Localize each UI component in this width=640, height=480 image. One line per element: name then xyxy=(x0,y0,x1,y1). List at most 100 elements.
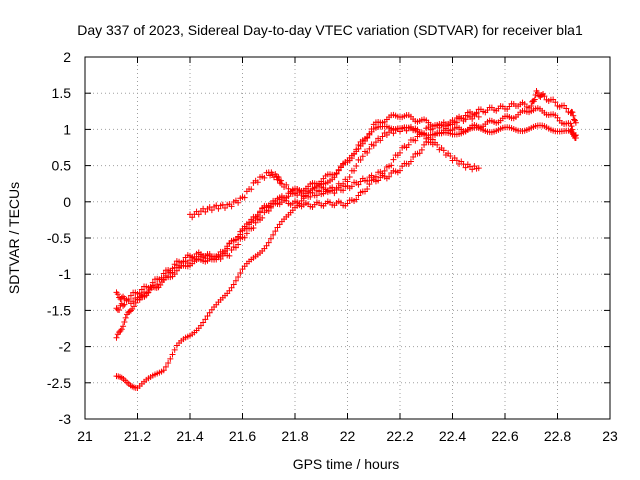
data-point xyxy=(160,367,167,374)
y-tick-label: -0.5 xyxy=(47,230,71,246)
data-point xyxy=(193,257,200,264)
x-tick-label: 22.2 xyxy=(386,428,413,444)
data-point xyxy=(189,214,196,221)
data-point xyxy=(407,123,414,130)
data-point xyxy=(528,102,535,109)
data-point xyxy=(307,193,314,200)
data-point xyxy=(320,190,327,197)
data-point xyxy=(568,123,575,130)
data-point xyxy=(167,355,174,362)
data-point xyxy=(215,205,222,212)
data-point xyxy=(351,151,358,158)
data-point xyxy=(397,167,403,174)
x-tick-label: 22.6 xyxy=(491,428,518,444)
data-point xyxy=(120,302,127,309)
y-tick-labels: -3 -2.5 -2 -1.5 -1 -0.5 0 0.5 1 1.5 2 xyxy=(47,49,71,427)
data-point xyxy=(232,277,239,284)
data-point xyxy=(283,194,290,201)
data-point xyxy=(344,178,351,185)
data-point xyxy=(375,177,382,184)
data-point xyxy=(235,273,242,280)
data-point xyxy=(438,130,445,137)
data-point xyxy=(390,130,397,137)
data-point xyxy=(359,153,366,160)
data-point xyxy=(351,167,358,174)
data-point xyxy=(403,127,410,134)
series-track-5 xyxy=(187,123,482,221)
data-point xyxy=(136,296,143,303)
data-point xyxy=(536,93,543,100)
chart-title: Day 337 of 2023, Sidereal Day-to-day VTE… xyxy=(77,22,583,38)
data-point xyxy=(355,192,362,199)
data-point xyxy=(475,113,482,120)
data-point xyxy=(475,165,482,172)
data-point xyxy=(438,122,445,129)
data-point xyxy=(346,174,353,181)
x-tick-label: 21 xyxy=(77,428,93,444)
data-point xyxy=(569,109,576,116)
data-point xyxy=(130,298,137,305)
data-point xyxy=(275,174,282,181)
y-tick-label: -3 xyxy=(59,411,72,427)
data-point xyxy=(541,93,548,100)
data-point xyxy=(340,187,347,194)
data-point xyxy=(364,186,371,193)
data-point xyxy=(427,136,434,143)
data-point xyxy=(224,245,231,252)
data-point xyxy=(348,155,355,162)
data-point xyxy=(206,252,213,259)
data-point xyxy=(278,177,284,184)
data-point xyxy=(397,149,403,156)
data-point xyxy=(414,126,421,133)
data-point xyxy=(366,145,373,152)
data-point xyxy=(440,127,447,134)
axis-ticks xyxy=(84,56,611,420)
data-point xyxy=(138,292,145,299)
data-point xyxy=(412,137,419,144)
data-point xyxy=(572,119,579,126)
data-point xyxy=(254,179,261,186)
data-point xyxy=(267,235,274,242)
data-point xyxy=(263,242,270,249)
series-track-3 xyxy=(113,88,579,303)
data-point xyxy=(121,301,128,308)
data-point xyxy=(169,351,176,358)
data-point xyxy=(429,125,436,132)
data-point xyxy=(372,139,379,146)
y-tick-label: 0.5 xyxy=(52,158,72,174)
data-point xyxy=(469,166,476,173)
data-point xyxy=(162,272,169,279)
x-tick-label: 21.6 xyxy=(229,428,256,444)
data-point xyxy=(462,164,469,171)
y-tick-label: -2 xyxy=(59,339,72,355)
data-point xyxy=(122,314,129,321)
data-point xyxy=(200,319,207,326)
data-point xyxy=(388,162,395,169)
data-point xyxy=(552,99,559,106)
data-point xyxy=(116,307,123,314)
data-point xyxy=(418,146,425,153)
data-point xyxy=(232,244,239,251)
data-point xyxy=(453,119,460,126)
data-point xyxy=(333,185,340,192)
data-point xyxy=(370,142,377,149)
data-point xyxy=(116,329,123,336)
data-point xyxy=(230,281,237,288)
data-point xyxy=(241,234,248,241)
data-point xyxy=(283,181,290,188)
data-point xyxy=(366,181,373,188)
x-tick-label: 23 xyxy=(602,428,618,444)
data-point xyxy=(195,211,202,218)
data-point xyxy=(228,203,235,210)
data-point xyxy=(278,180,285,187)
plot-border xyxy=(84,56,611,420)
y-tick-label: -2.5 xyxy=(47,375,71,391)
data-point xyxy=(265,239,272,246)
data-point xyxy=(208,207,215,214)
data-point xyxy=(364,133,371,140)
data-point xyxy=(340,180,347,187)
y-tick-label: -1.5 xyxy=(47,302,71,318)
data-point xyxy=(265,207,272,214)
data-point xyxy=(145,289,152,296)
